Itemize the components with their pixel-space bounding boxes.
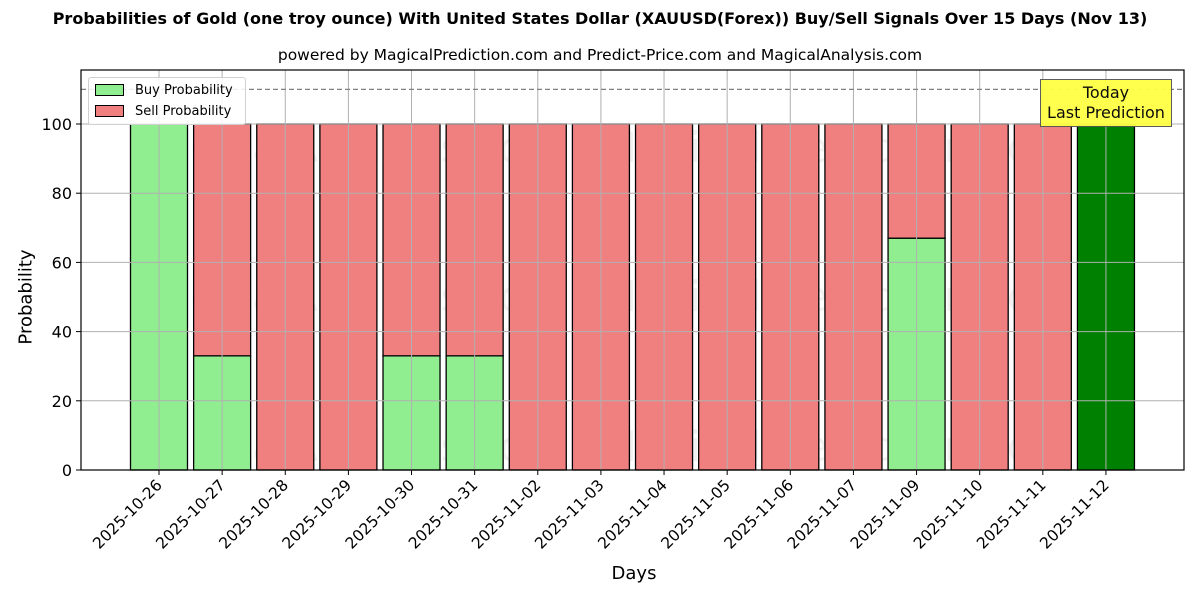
y-tick-label: 80 bbox=[52, 184, 72, 203]
today-annotation: Today Last Prediction bbox=[1040, 79, 1172, 127]
y-tick-label: 60 bbox=[52, 253, 72, 272]
chart-title: Probabilities of Gold (one troy ounce) W… bbox=[52, 9, 1148, 28]
y-tick-label: 40 bbox=[52, 323, 72, 342]
legend-sell-label: Sell Probability bbox=[135, 103, 232, 119]
annotation-line-2: Last Prediction bbox=[1047, 103, 1165, 122]
axes-frame bbox=[80, 69, 1185, 471]
legend-item-sell: Sell Probability bbox=[95, 102, 231, 120]
annotation-line-1: Today bbox=[1082, 83, 1130, 102]
y-axis-label: Probability bbox=[15, 249, 37, 345]
y-tick-label: 0 bbox=[62, 461, 72, 480]
chart-subtitle: powered by MagicalPrediction.com and Pre… bbox=[277, 46, 923, 64]
legend-item-buy: Buy Probability bbox=[95, 81, 233, 99]
y-tick-label: 100 bbox=[41, 115, 72, 134]
legend-buy-label: Buy Probability bbox=[135, 82, 233, 98]
legend: Buy Probability Sell Probability bbox=[88, 77, 246, 125]
buy-swatch-icon bbox=[95, 84, 124, 96]
sell-swatch-icon bbox=[95, 105, 124, 117]
y-tick-label: 20 bbox=[52, 392, 72, 411]
x-axis-label: Days bbox=[611, 563, 657, 584]
